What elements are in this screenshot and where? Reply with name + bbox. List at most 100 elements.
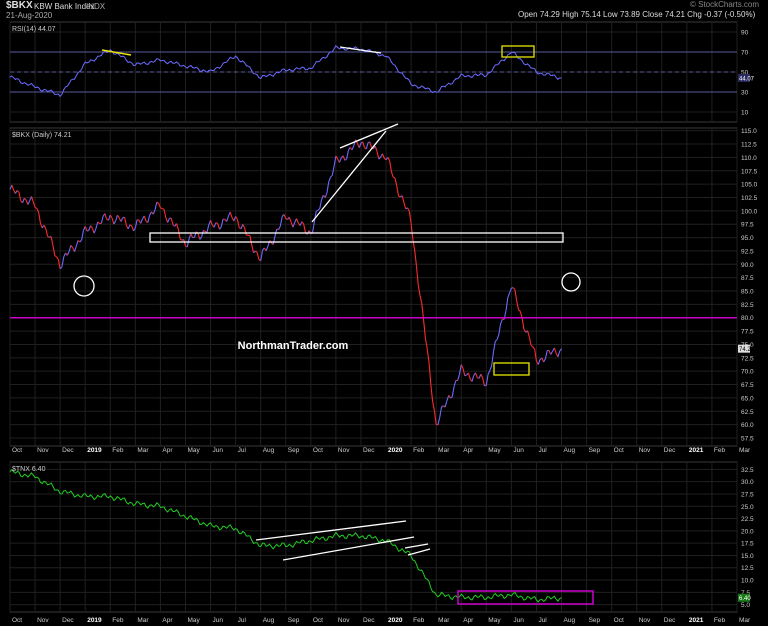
price-segment: [446, 395, 450, 401]
price-segment: [494, 339, 498, 342]
price-segment: [403, 202, 407, 210]
price-segment: [11, 184, 15, 191]
x-tick-label: 2021: [689, 617, 704, 624]
price-segment: [34, 206, 38, 209]
x-tick-label: Aug: [564, 447, 576, 454]
price-segment: [505, 297, 509, 311]
price-segment: [18, 192, 22, 201]
price-segment: [292, 222, 296, 228]
price-segment: [272, 235, 276, 245]
price-segment: [13, 189, 16, 194]
price-segment: [244, 227, 247, 236]
price-segment: [464, 374, 467, 377]
price-segment: [516, 301, 520, 310]
price-segment: [220, 219, 224, 227]
price-segment: [428, 362, 432, 385]
x-tick-label: Apr: [463, 617, 474, 624]
price-segment: [115, 214, 118, 222]
price-segment: [158, 203, 161, 209]
price-segment: [534, 349, 537, 362]
price-segment: [188, 233, 192, 239]
y-tick-label: 27.5: [741, 491, 754, 498]
price-segment: [208, 220, 212, 226]
x-tick-label: May: [187, 447, 200, 454]
price-segment: [111, 217, 115, 225]
rsi-point: [283, 68, 285, 70]
price-segment: [131, 225, 135, 232]
price-segment: [543, 358, 546, 363]
rsi-point: [79, 70, 81, 73]
wedge-line: [339, 123, 399, 149]
rsi-point: [482, 73, 484, 76]
y-tick-label: 72.5: [741, 355, 754, 362]
y-tick-label: 87.5: [741, 275, 754, 282]
y-tick-label: 10: [741, 110, 749, 117]
rsi-point: [229, 56, 231, 59]
price-segment: [120, 217, 124, 222]
rsi-point: [143, 61, 145, 63]
x-tick-label: 2020: [388, 447, 403, 454]
price-segment: [86, 229, 89, 232]
overlay-watermark: NorthmanTrader.com: [238, 340, 349, 352]
y-tick-label: 67.5: [741, 382, 754, 389]
price-segment: [57, 259, 61, 269]
price-segment: [116, 214, 120, 219]
price-segment: [509, 287, 512, 293]
rsi-point: [498, 63, 500, 65]
rsi-point: [154, 60, 156, 62]
price-segment: [492, 341, 496, 352]
rsi-point: [41, 90, 43, 92]
price-segment: [387, 157, 391, 161]
price-segment: [66, 251, 70, 256]
price-segment: [285, 217, 288, 221]
rsi-point: [52, 91, 54, 93]
symbol-label: $BKX: [6, 0, 33, 11]
x-tick-label: Nov: [338, 617, 350, 624]
y-tick-label: 115.0: [741, 128, 757, 135]
x-tick-label: Jul: [538, 617, 547, 624]
y-tick-label: 17.5: [741, 541, 754, 548]
y-tick-label: 22.5: [741, 516, 754, 523]
x-tick-label: Dec: [664, 617, 676, 624]
price-segment: [462, 368, 466, 376]
y-tick-label: 5.0: [741, 602, 750, 609]
price-segment: [396, 185, 400, 197]
price-segment: [107, 214, 111, 221]
rsi-point: [36, 86, 38, 88]
rsi-title: RSI(14) 44.07: [12, 26, 56, 33]
price-segment: [127, 224, 131, 230]
price-segment: [484, 384, 487, 387]
x-tick-label: Dec: [62, 447, 74, 454]
rsi-point: [487, 72, 489, 74]
x-tick-label: Nov: [37, 617, 49, 624]
price-segment: [206, 224, 210, 233]
rsi-point: [14, 78, 16, 80]
price-segment: [514, 289, 518, 302]
price-segment: [95, 221, 99, 229]
price-segment: [498, 323, 502, 335]
rsi-point: [288, 68, 290, 70]
price-segment: [439, 406, 443, 418]
price-segment: [362, 141, 366, 148]
x-tick-label: Nov: [338, 447, 350, 454]
price-segment: [255, 250, 258, 253]
rsi-point: [251, 69, 253, 72]
x-tick-label: Feb: [413, 617, 425, 624]
price-segment: [550, 351, 554, 355]
price-segment: [512, 287, 516, 291]
rsi-point: [417, 87, 419, 89]
price-segment: [398, 195, 401, 198]
price-segment: [335, 155, 339, 160]
price-segment: [433, 410, 437, 425]
x-tick-label: Mar: [739, 447, 751, 454]
y-tick-label: 82.5: [741, 302, 754, 309]
rsi-point: [68, 82, 70, 85]
x-tick-label: 2021: [689, 447, 704, 454]
x-tick-label: Sep: [589, 617, 601, 624]
price-segment: [210, 220, 213, 226]
rsi-point: [514, 52, 516, 54]
rsi-point: [57, 93, 59, 95]
rsi-point: [170, 60, 172, 63]
channel-line: [282, 536, 415, 561]
price-segment: [557, 350, 561, 357]
